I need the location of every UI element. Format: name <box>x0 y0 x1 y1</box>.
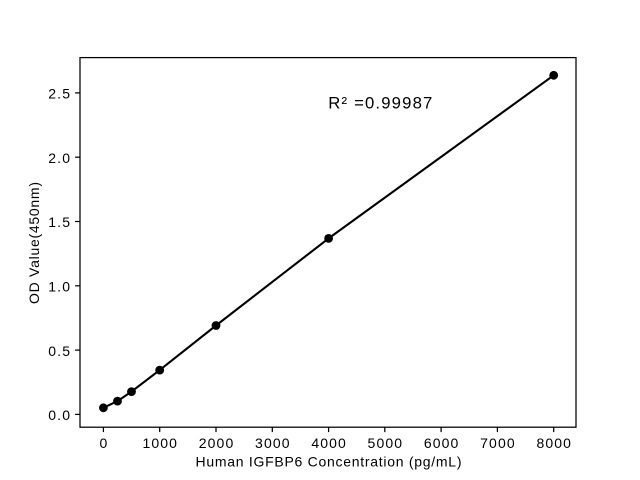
svg-text:1.5: 1.5 <box>48 214 70 230</box>
svg-text:6000: 6000 <box>424 435 459 451</box>
svg-text:0: 0 <box>100 435 108 451</box>
svg-text:5000: 5000 <box>368 435 403 451</box>
svg-text:8000: 8000 <box>536 435 571 451</box>
svg-text:OD Value(450nm): OD Value(450nm) <box>26 182 42 304</box>
svg-text:1.0: 1.0 <box>48 279 70 295</box>
svg-text:2.0: 2.0 <box>48 150 70 166</box>
svg-text:2.5: 2.5 <box>48 86 70 102</box>
svg-text:R² =0.99987: R² =0.99987 <box>328 94 432 113</box>
svg-text:Human IGFBP6 Concentration (pg: Human IGFBP6 Concentration (pg/mL) <box>196 454 462 470</box>
svg-text:3000: 3000 <box>255 435 290 451</box>
svg-text:7000: 7000 <box>480 435 515 451</box>
svg-text:1000: 1000 <box>142 435 177 451</box>
svg-text:4000: 4000 <box>311 435 346 451</box>
svg-text:0.5: 0.5 <box>48 343 70 359</box>
svg-text:0.0: 0.0 <box>48 407 70 423</box>
svg-text:2000: 2000 <box>199 435 234 451</box>
